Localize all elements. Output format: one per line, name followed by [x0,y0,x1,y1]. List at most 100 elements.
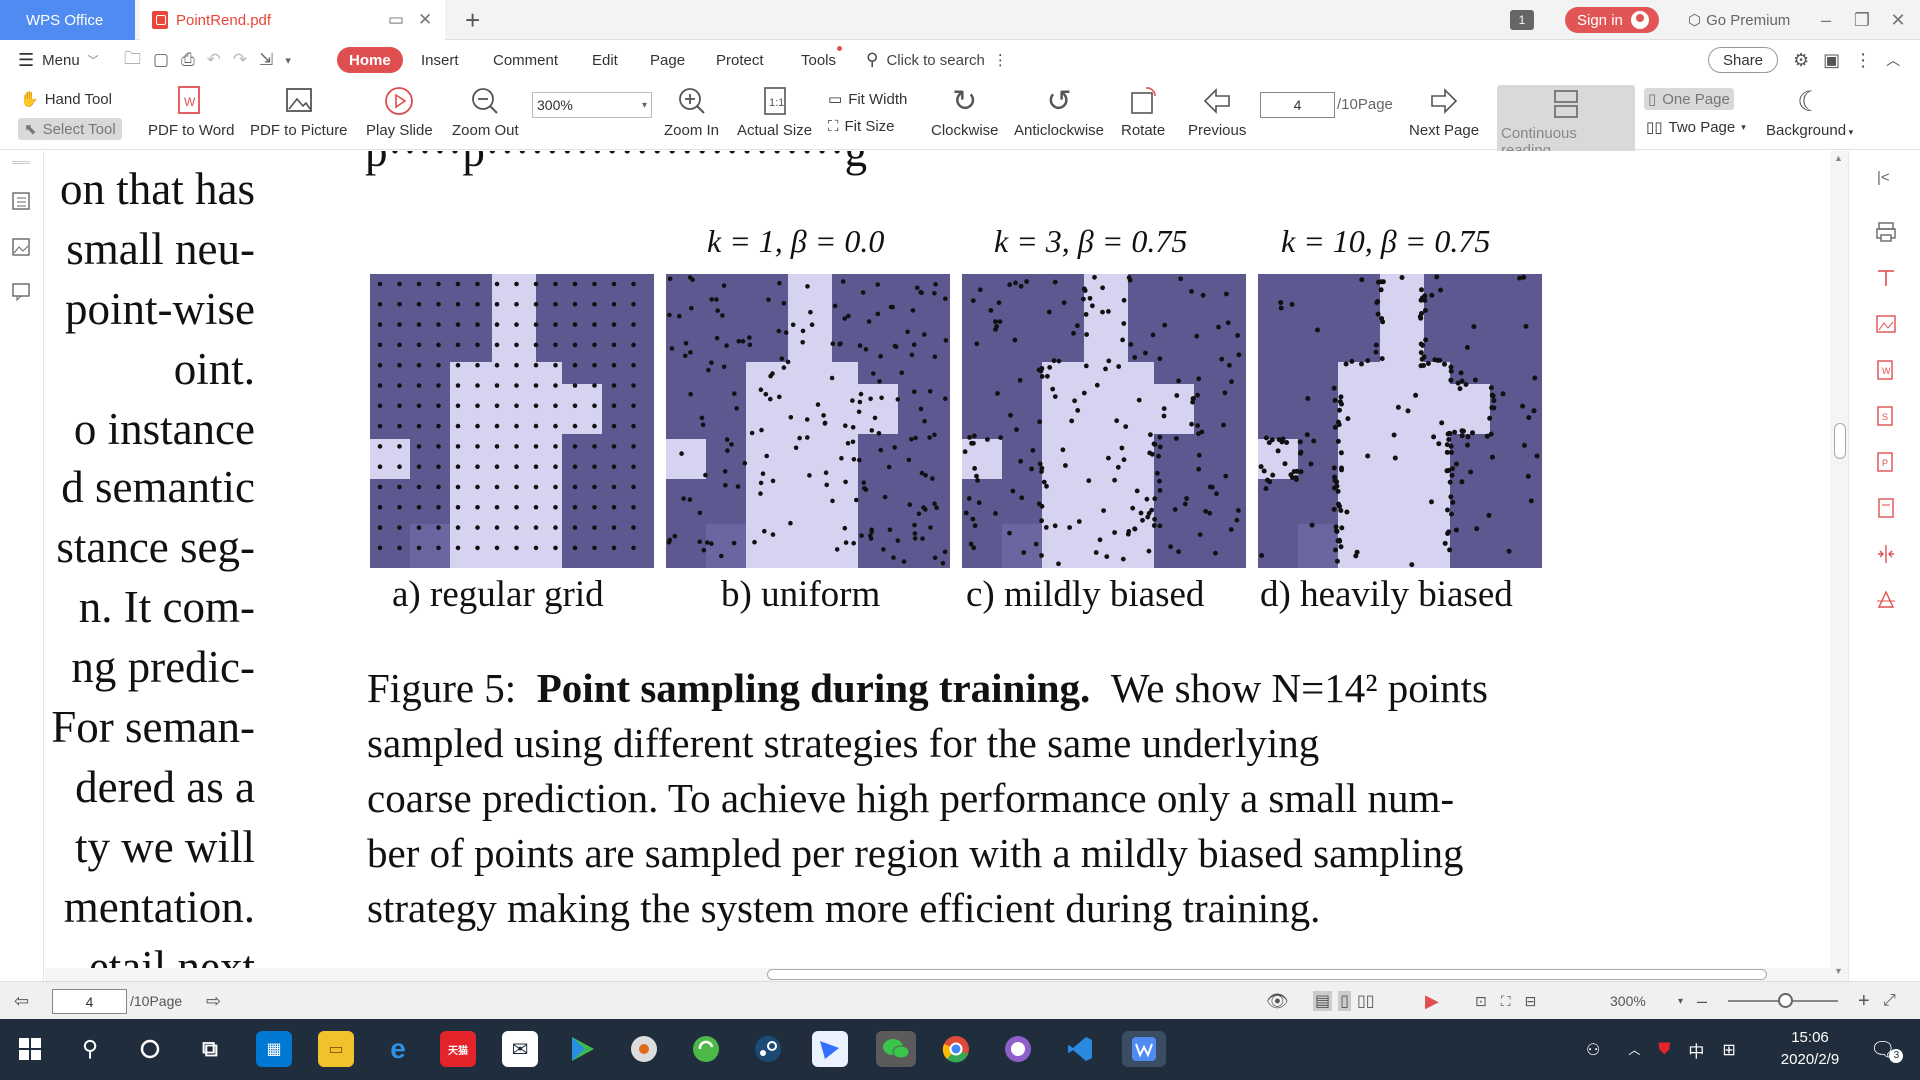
text-edit-icon[interactable] [1875,267,1897,289]
actual-size-button[interactable]: 1:1 Actual Size [737,84,812,139]
settings-gear-icon[interactable]: ⚙ [1793,49,1810,70]
document-tab[interactable]: PointRend.pdf ▭ ✕ [140,0,445,40]
edge-browser-icon[interactable]: e [390,1033,406,1064]
undo-icon[interactable]: ↶ [206,50,221,69]
play-slide-button[interactable]: Play Slide [366,84,433,139]
tmall-icon[interactable]: 天猫 [440,1031,476,1067]
page-number-input[interactable]: 4 [1260,92,1335,118]
fullscreen-icon[interactable]: ⤢ [1883,992,1896,1009]
feedback-icon[interactable]: ▣ [1823,49,1841,70]
fit-width-button[interactable]: ▭ Fit Width [828,90,907,109]
open-folder-icon[interactable]: 🗀 [124,48,141,68]
wps-office-tab[interactable]: WPS Office [0,0,135,40]
watermark-icon[interactable] [1875,589,1897,611]
zoom-dropdown-icon[interactable]: ▾ [1678,995,1684,1007]
collapse-ribbon-icon[interactable]: ︿ [1886,52,1901,68]
rotate-button[interactable]: Rotate [1121,84,1165,139]
sign-in-button[interactable]: Sign in [1565,7,1659,33]
one-page-button[interactable]: ▯ One Page [1644,88,1734,110]
play-slide-status-icon[interactable]: ▶ [1425,990,1439,1011]
cortana-icon[interactable] [132,1031,168,1067]
vertical-scroll-thumb[interactable] [1834,423,1846,459]
select-tool-button[interactable]: ⬉ Select Tool [18,118,122,140]
actual-size-status-icon[interactable]: ⊡ [1475,992,1487,1009]
steam-icon[interactable] [750,1031,786,1067]
thumbnails-icon[interactable] [11,237,31,257]
continuous-reading-button[interactable]: Continuous reading [1497,85,1635,161]
fit-width-status-icon[interactable]: ⊟ [1524,992,1537,1009]
eye-protection-icon[interactable]: 👁 [1266,990,1289,1011]
tab-page[interactable]: Page [650,51,686,69]
horizontal-scroll-thumb[interactable] [767,969,1767,980]
more-icon[interactable]: ⋮ [1854,49,1873,70]
more-options-icon[interactable]: ⋮ [992,52,1008,69]
to-word-icon[interactable]: W [1875,359,1897,381]
fit-page-status-icon[interactable]: ⛶ [1500,992,1511,1009]
search-box[interactable]: ⚲ Click to search ⋮ [866,40,1008,80]
system-clock[interactable]: 15:06 2020/2/9 [1770,1027,1850,1071]
document-viewport[interactable]: p·····p························g on that… [45,151,1830,968]
zoom-slider-knob[interactable] [1778,993,1793,1008]
pin-tab-icon[interactable]: ▭ [388,10,405,29]
zoom-plus-icon[interactable]: + [1858,989,1870,1012]
tab-insert[interactable]: Insert [421,51,459,69]
hand-tool-button[interactable]: ✋ Hand Tool [20,90,112,109]
restore-icon[interactable]: ❐ [1853,9,1871,30]
status-prev-page-icon[interactable]: ⇦ [14,990,30,1011]
tab-tools[interactable]: Tools [801,40,843,80]
status-next-page-icon[interactable]: ⇨ [206,990,222,1011]
clockwise-button[interactable]: ↻ Clockwise [931,84,999,140]
taskbar-search-icon[interactable]: ⚲ [81,1036,99,1061]
menu-button[interactable]: ☰ Menu ﹀ [18,40,99,80]
minimize-icon[interactable]: – [1820,9,1831,30]
to-excel-icon[interactable]: S [1875,405,1897,427]
file-explorer-icon[interactable]: ▭ [318,1031,354,1067]
background-button[interactable]: ☾ Background ▾ [1766,84,1853,140]
close-tab-icon[interactable]: ✕ [418,10,433,29]
window-count-badge[interactable]: 1 [1510,10,1534,30]
save-icon[interactable]: ▢ [153,50,170,69]
document-icon[interactable] [1875,497,1897,519]
scroll-up-icon[interactable]: ▲ [1834,153,1843,163]
image-extract-icon[interactable] [1875,313,1897,335]
vertical-scrollbar[interactable]: ▲ ▼ [1830,151,1848,981]
mail-icon[interactable]: ✉ [502,1031,538,1067]
single-page-view-icon[interactable]: ▯ [1338,991,1351,1011]
disc-app-icon[interactable] [626,1031,662,1067]
zoom-in-button[interactable]: Zoom In [664,84,719,139]
customize-chevron-icon[interactable]: ▾ [285,54,291,67]
tab-protect[interactable]: Protect [716,51,764,69]
two-page-view-icon[interactable]: ▯▯ [1356,993,1375,1010]
go-premium-button[interactable]: ⬡ Go Premium [1688,11,1790,30]
zoom-level-select[interactable]: 300% ▾ [532,92,652,118]
tab-home[interactable]: Home [337,47,403,73]
horizontal-scrollbar[interactable] [45,968,1830,981]
media-player-icon[interactable] [564,1031,600,1067]
tray-chevron-up-icon[interactable]: ︿ [1628,1043,1641,1057]
status-page-input[interactable]: 4 [52,989,127,1014]
ime-mode-icon[interactable]: ⊞ [1722,1041,1736,1059]
collapse-panel-icon[interactable]: |< [1877,169,1890,186]
zoom-minus-icon[interactable]: – [1697,990,1708,1011]
export-icon[interactable]: ⇲ [259,50,274,69]
new-tab-button[interactable]: + [465,5,481,35]
tab-comment[interactable]: Comment [493,51,559,69]
wechat-icon[interactable] [876,1031,916,1067]
pdf-to-picture-button[interactable]: PDF to Picture [250,84,348,139]
vscode-icon[interactable] [1062,1031,1098,1067]
anticlockwise-button[interactable]: ↺ Anticlockwise [1014,84,1104,140]
status-zoom-level[interactable]: 300% [1610,993,1646,1009]
outline-icon[interactable] [11,191,31,211]
people-icon[interactable]: ⚇ [1586,1041,1601,1059]
action-center-button[interactable]: 🗨 3 [1870,1019,1904,1080]
print-icon[interactable] [1875,221,1897,243]
split-icon[interactable] [1875,543,1897,565]
store-icon[interactable]: ▦ [256,1031,292,1067]
github-desktop-icon[interactable] [1000,1031,1036,1067]
fit-size-button[interactable]: ⛶ Fit Size [828,118,895,135]
tab-edit[interactable]: Edit [592,51,618,69]
next-page-button[interactable]: Next Page [1409,84,1479,139]
panel-handle-icon[interactable] [12,161,30,164]
zoom-out-button[interactable]: Zoom Out [452,84,519,139]
redo-icon[interactable]: ↷ [232,50,248,69]
